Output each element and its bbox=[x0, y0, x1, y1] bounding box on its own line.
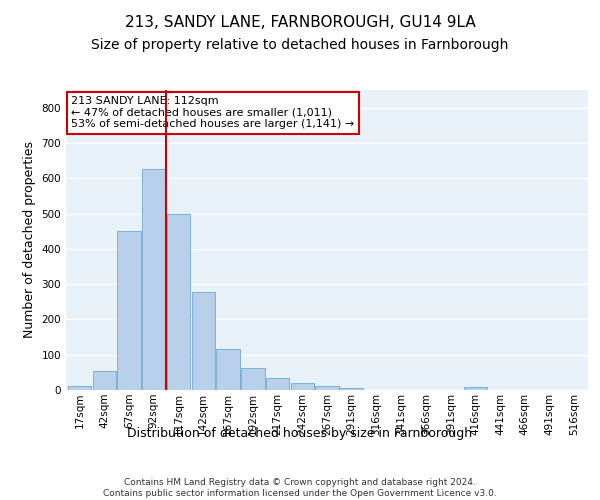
Bar bbox=[216, 348, 240, 390]
Text: Distribution of detached houses by size in Farnborough: Distribution of detached houses by size … bbox=[127, 428, 473, 440]
Bar bbox=[340, 388, 364, 390]
Y-axis label: Number of detached properties: Number of detached properties bbox=[23, 142, 36, 338]
Bar bbox=[290, 383, 314, 390]
Bar bbox=[142, 170, 166, 390]
Text: 213 SANDY LANE: 112sqm
← 47% of detached houses are smaller (1,011)
53% of semi-: 213 SANDY LANE: 112sqm ← 47% of detached… bbox=[71, 96, 355, 129]
Bar bbox=[464, 387, 487, 390]
Text: 213, SANDY LANE, FARNBOROUGH, GU14 9LA: 213, SANDY LANE, FARNBOROUGH, GU14 9LA bbox=[125, 15, 475, 30]
Bar bbox=[315, 386, 339, 390]
Bar bbox=[118, 231, 141, 390]
Bar bbox=[266, 378, 289, 390]
Bar bbox=[241, 368, 265, 390]
Text: Contains HM Land Registry data © Crown copyright and database right 2024.
Contai: Contains HM Land Registry data © Crown c… bbox=[103, 478, 497, 498]
Bar bbox=[167, 214, 190, 390]
Bar bbox=[191, 292, 215, 390]
Bar bbox=[92, 370, 116, 390]
Text: Size of property relative to detached houses in Farnborough: Size of property relative to detached ho… bbox=[91, 38, 509, 52]
Bar bbox=[68, 386, 91, 390]
